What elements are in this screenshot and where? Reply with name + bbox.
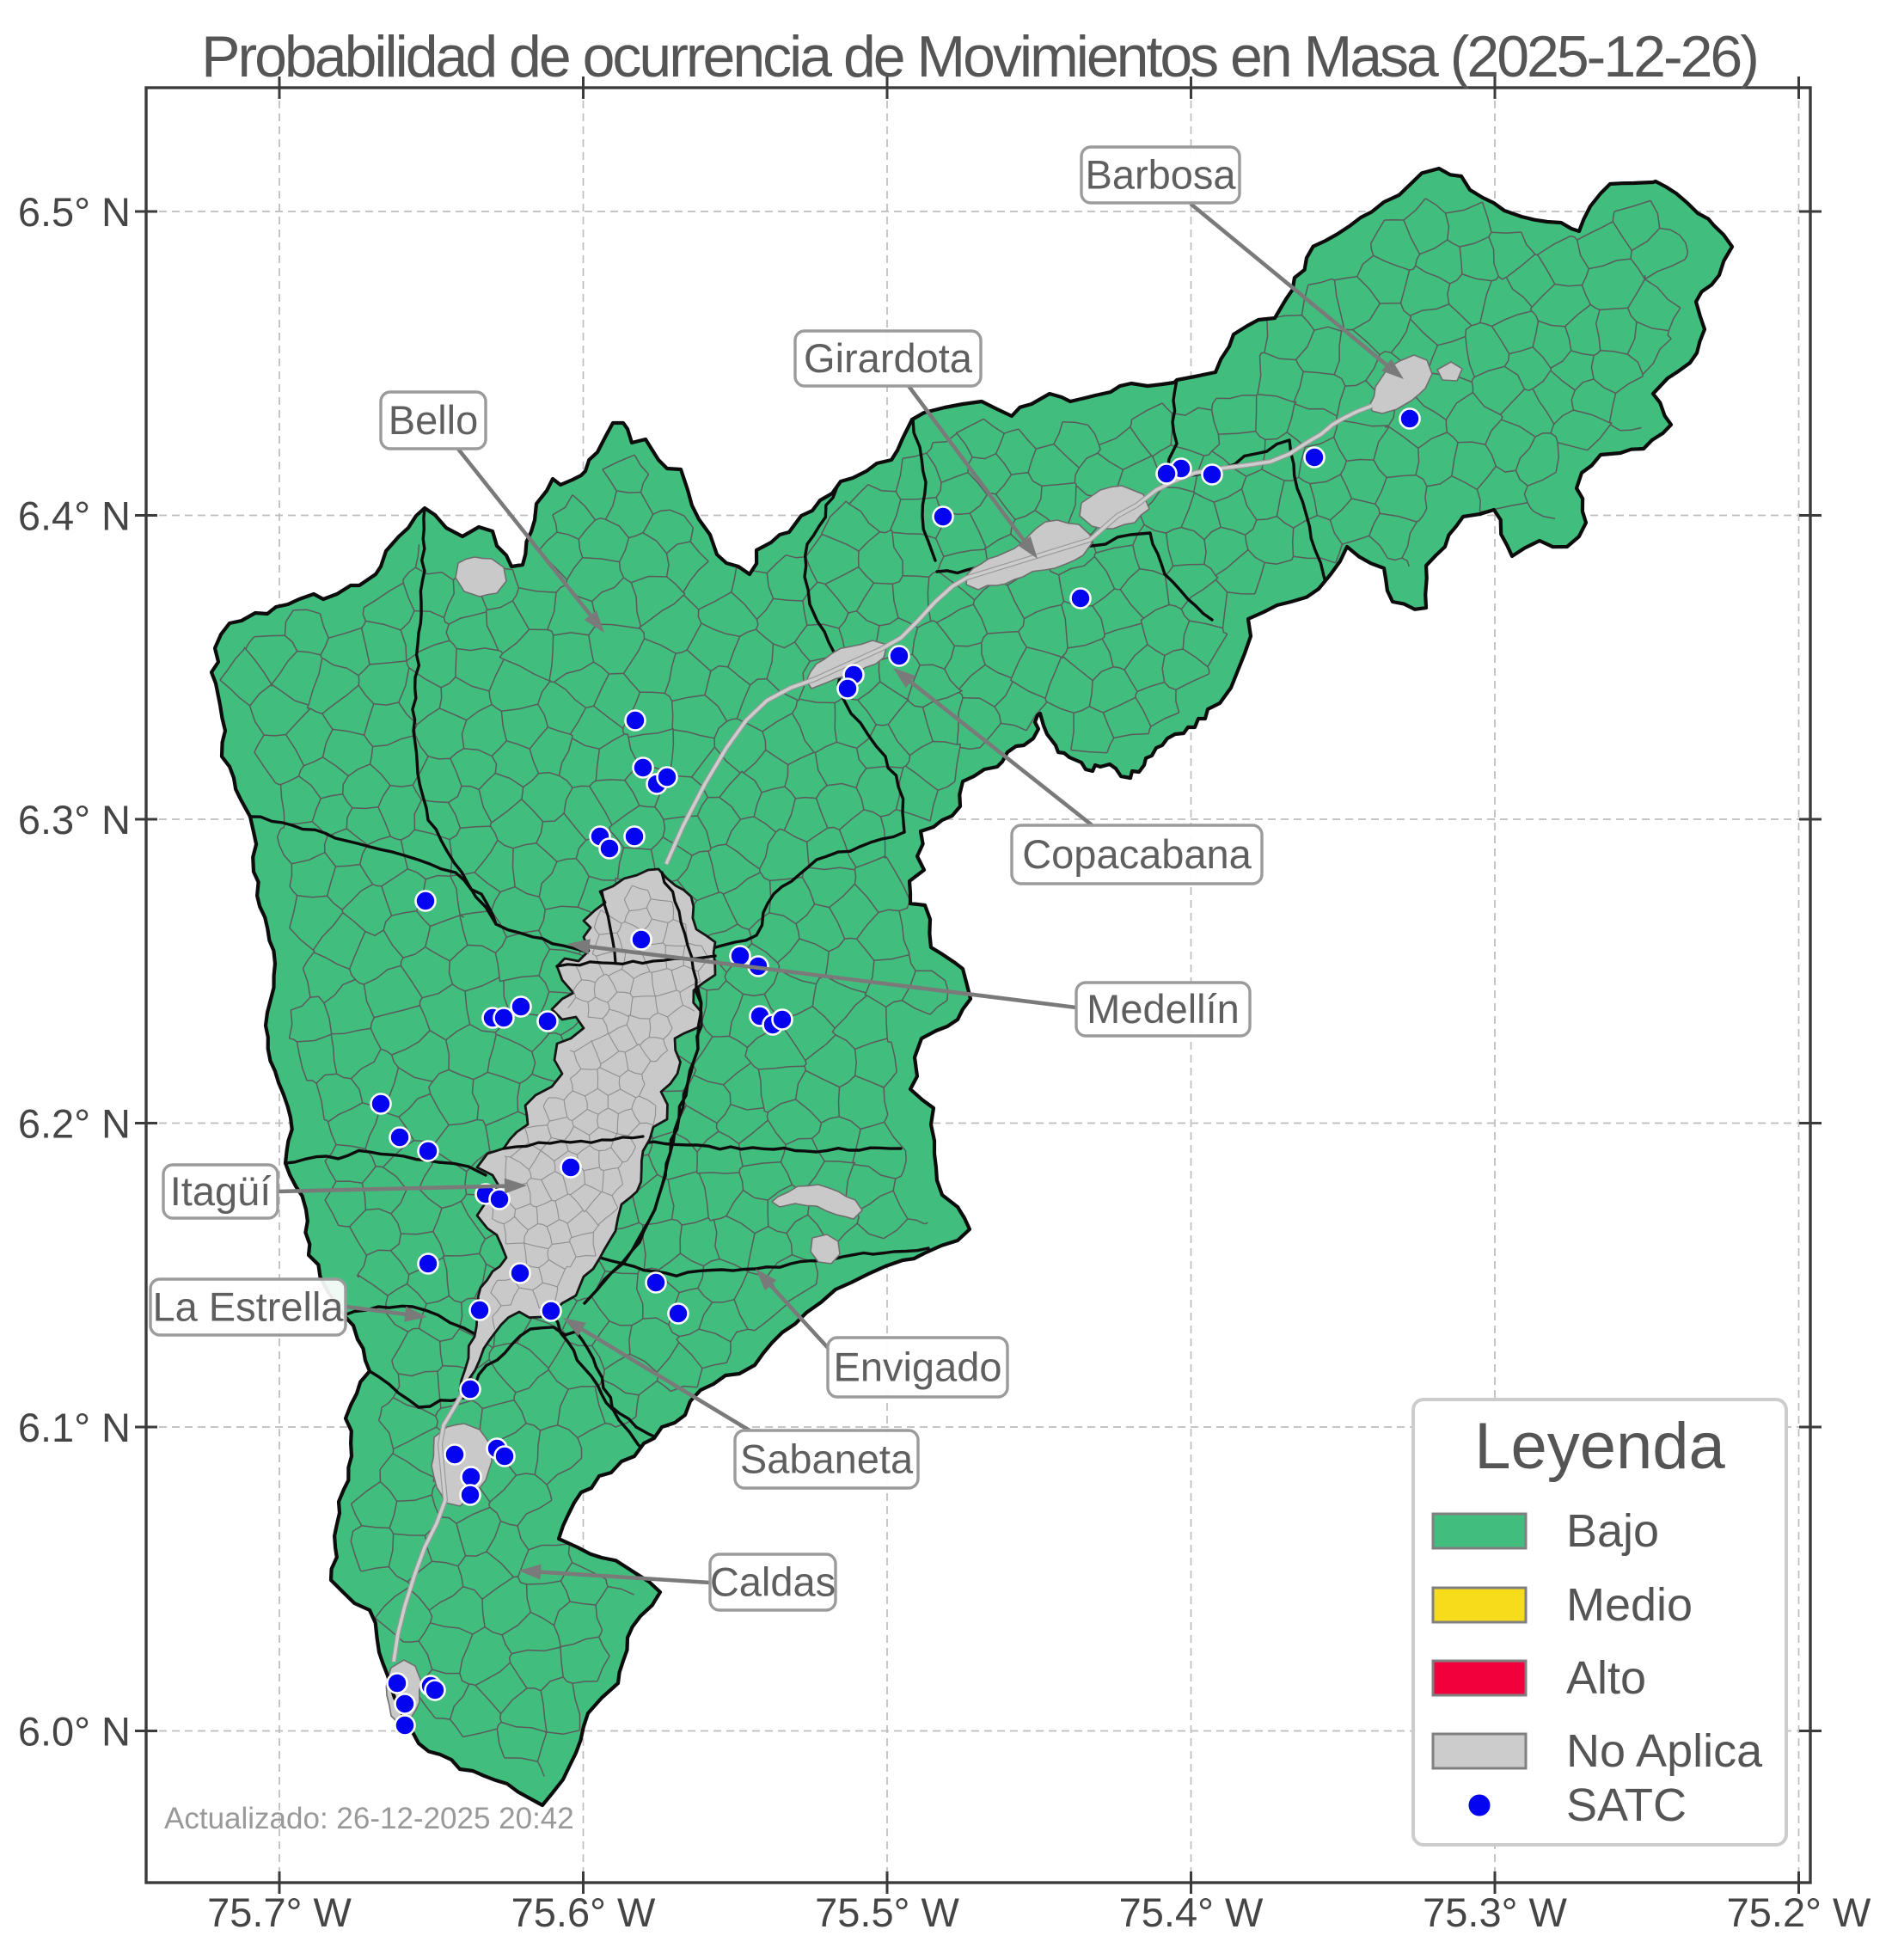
svg-text:75.7° W: 75.7° W xyxy=(207,1890,352,1935)
svg-text:Bajo: Bajo xyxy=(1566,1505,1659,1557)
svg-text:Medio: Medio xyxy=(1566,1579,1693,1631)
svg-text:75.5° W: 75.5° W xyxy=(815,1890,959,1935)
svg-text:Leyenda: Leyenda xyxy=(1474,1410,1725,1483)
svg-text:Caldas: Caldas xyxy=(710,1559,836,1605)
svg-text:Sabaneta: Sabaneta xyxy=(740,1436,914,1482)
svg-text:6.2° N: 6.2° N xyxy=(18,1101,131,1147)
svg-text:6.5° N: 6.5° N xyxy=(18,189,131,235)
svg-text:La Estrella: La Estrella xyxy=(152,1284,344,1330)
svg-text:6.1° N: 6.1° N xyxy=(18,1405,131,1450)
svg-text:6.3° N: 6.3° N xyxy=(18,797,131,842)
svg-text:6.4° N: 6.4° N xyxy=(18,493,131,539)
svg-text:Medellín: Medellín xyxy=(1087,986,1240,1032)
svg-text:6.0° N: 6.0° N xyxy=(18,1709,131,1755)
svg-text:Actualizado: 26-12-2025 20:42: Actualizado: 26-12-2025 20:42 xyxy=(164,1802,574,1835)
svg-text:Bello: Bello xyxy=(389,397,479,443)
svg-text:No Aplica: No Aplica xyxy=(1566,1725,1763,1777)
svg-text:Barbosa: Barbosa xyxy=(1085,152,1236,198)
svg-text:Girardota: Girardota xyxy=(804,335,973,381)
svg-text:Probabilidad de ocurrencia de: Probabilidad de ocurrencia de Movimiento… xyxy=(201,24,1757,89)
svg-text:75.4° W: 75.4° W xyxy=(1119,1890,1264,1935)
svg-text:75.6° W: 75.6° W xyxy=(511,1890,656,1935)
svg-text:SATC: SATC xyxy=(1566,1779,1687,1831)
svg-text:75.2° W: 75.2° W xyxy=(1727,1890,1871,1935)
svg-text:Copacabana: Copacabana xyxy=(1022,831,1252,877)
svg-text:Itagüí: Itagüí xyxy=(170,1168,272,1214)
svg-text:Envigado: Envigado xyxy=(834,1344,1002,1390)
svg-text:Alto: Alto xyxy=(1566,1652,1646,1704)
svg-text:75.3° W: 75.3° W xyxy=(1423,1890,1567,1935)
